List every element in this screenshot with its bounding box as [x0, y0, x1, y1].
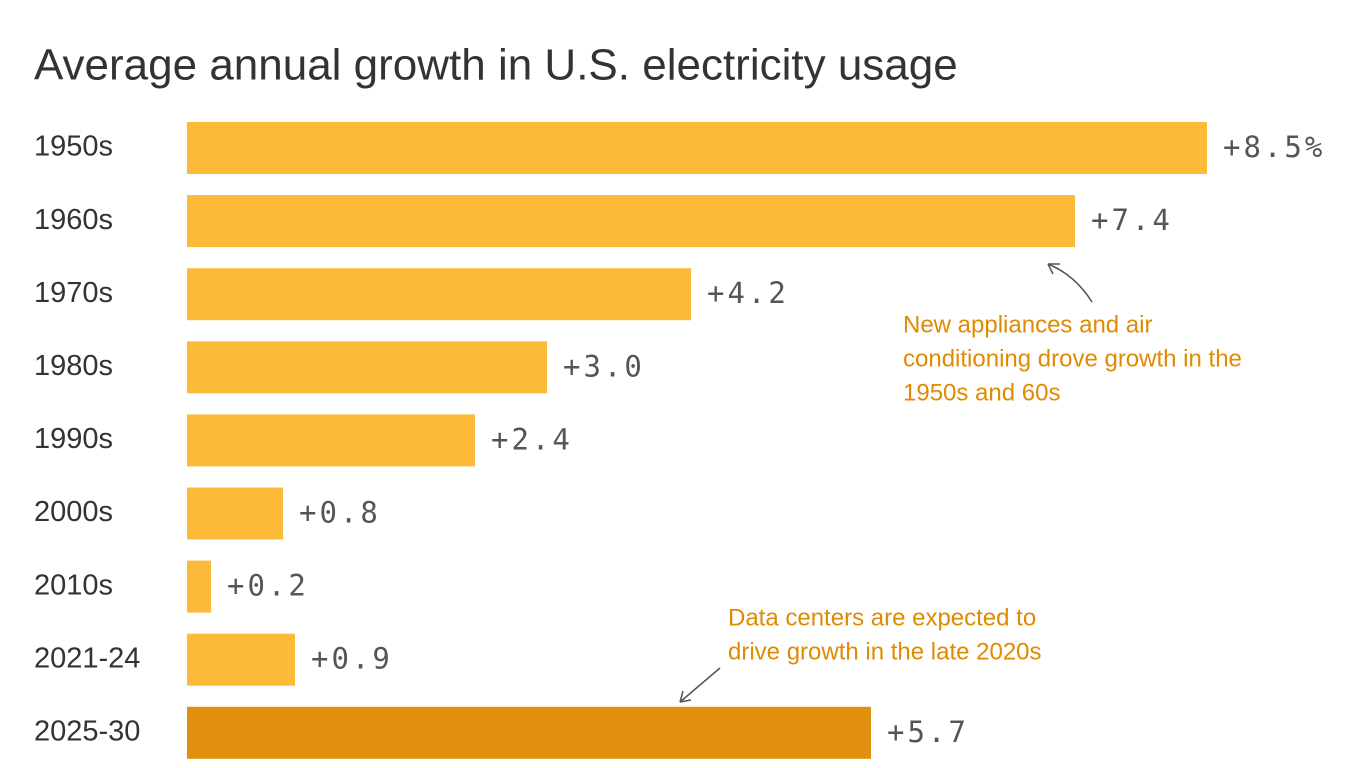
arrow-head: [1047, 263, 1060, 275]
value-label: +4.2: [707, 276, 789, 310]
category-label: 1990s: [34, 423, 113, 455]
bar: [187, 706, 871, 759]
annotation: conditioning drove growth in the: [903, 345, 1242, 372]
value-label: +2.4: [491, 422, 573, 456]
value-label: +3.0: [563, 349, 645, 383]
bar: [187, 560, 211, 613]
value-label: +8.5%: [1223, 130, 1325, 164]
annotation-arrow: [1047, 263, 1093, 303]
category-label: 1980s: [34, 350, 113, 382]
bar: [187, 341, 547, 394]
bar: [187, 268, 691, 321]
category-label: 2021-24: [34, 642, 140, 674]
annotation: New appliances and air: [903, 311, 1152, 338]
value-label: +5.7: [887, 715, 969, 749]
bar: [187, 414, 475, 467]
category-label: 2010s: [34, 569, 113, 601]
arrow-head: [679, 690, 692, 703]
chart-title: Average annual growth in U.S. electricit…: [34, 41, 958, 90]
annotation-arrow: [679, 667, 721, 703]
value-label: +0.2: [227, 569, 309, 603]
annotation: 1950s and 60s: [903, 379, 1060, 406]
annotation: drive growth in the late 2020s: [728, 638, 1042, 665]
value-label: +0.9: [311, 642, 393, 676]
bar: [187, 122, 1207, 174]
value-label: +0.8: [299, 496, 381, 530]
category-label: 2000s: [34, 496, 113, 528]
bar: [187, 487, 283, 540]
bar: [187, 195, 1075, 248]
category-label: 1960s: [34, 204, 113, 236]
value-label: +7.4: [1091, 203, 1173, 237]
category-label: 1950s: [34, 131, 113, 163]
category-label: 1970s: [34, 277, 113, 309]
bar: [187, 633, 295, 686]
annotation: Data centers are expected to: [728, 604, 1036, 631]
category-label: 2025-30: [34, 715, 140, 747]
